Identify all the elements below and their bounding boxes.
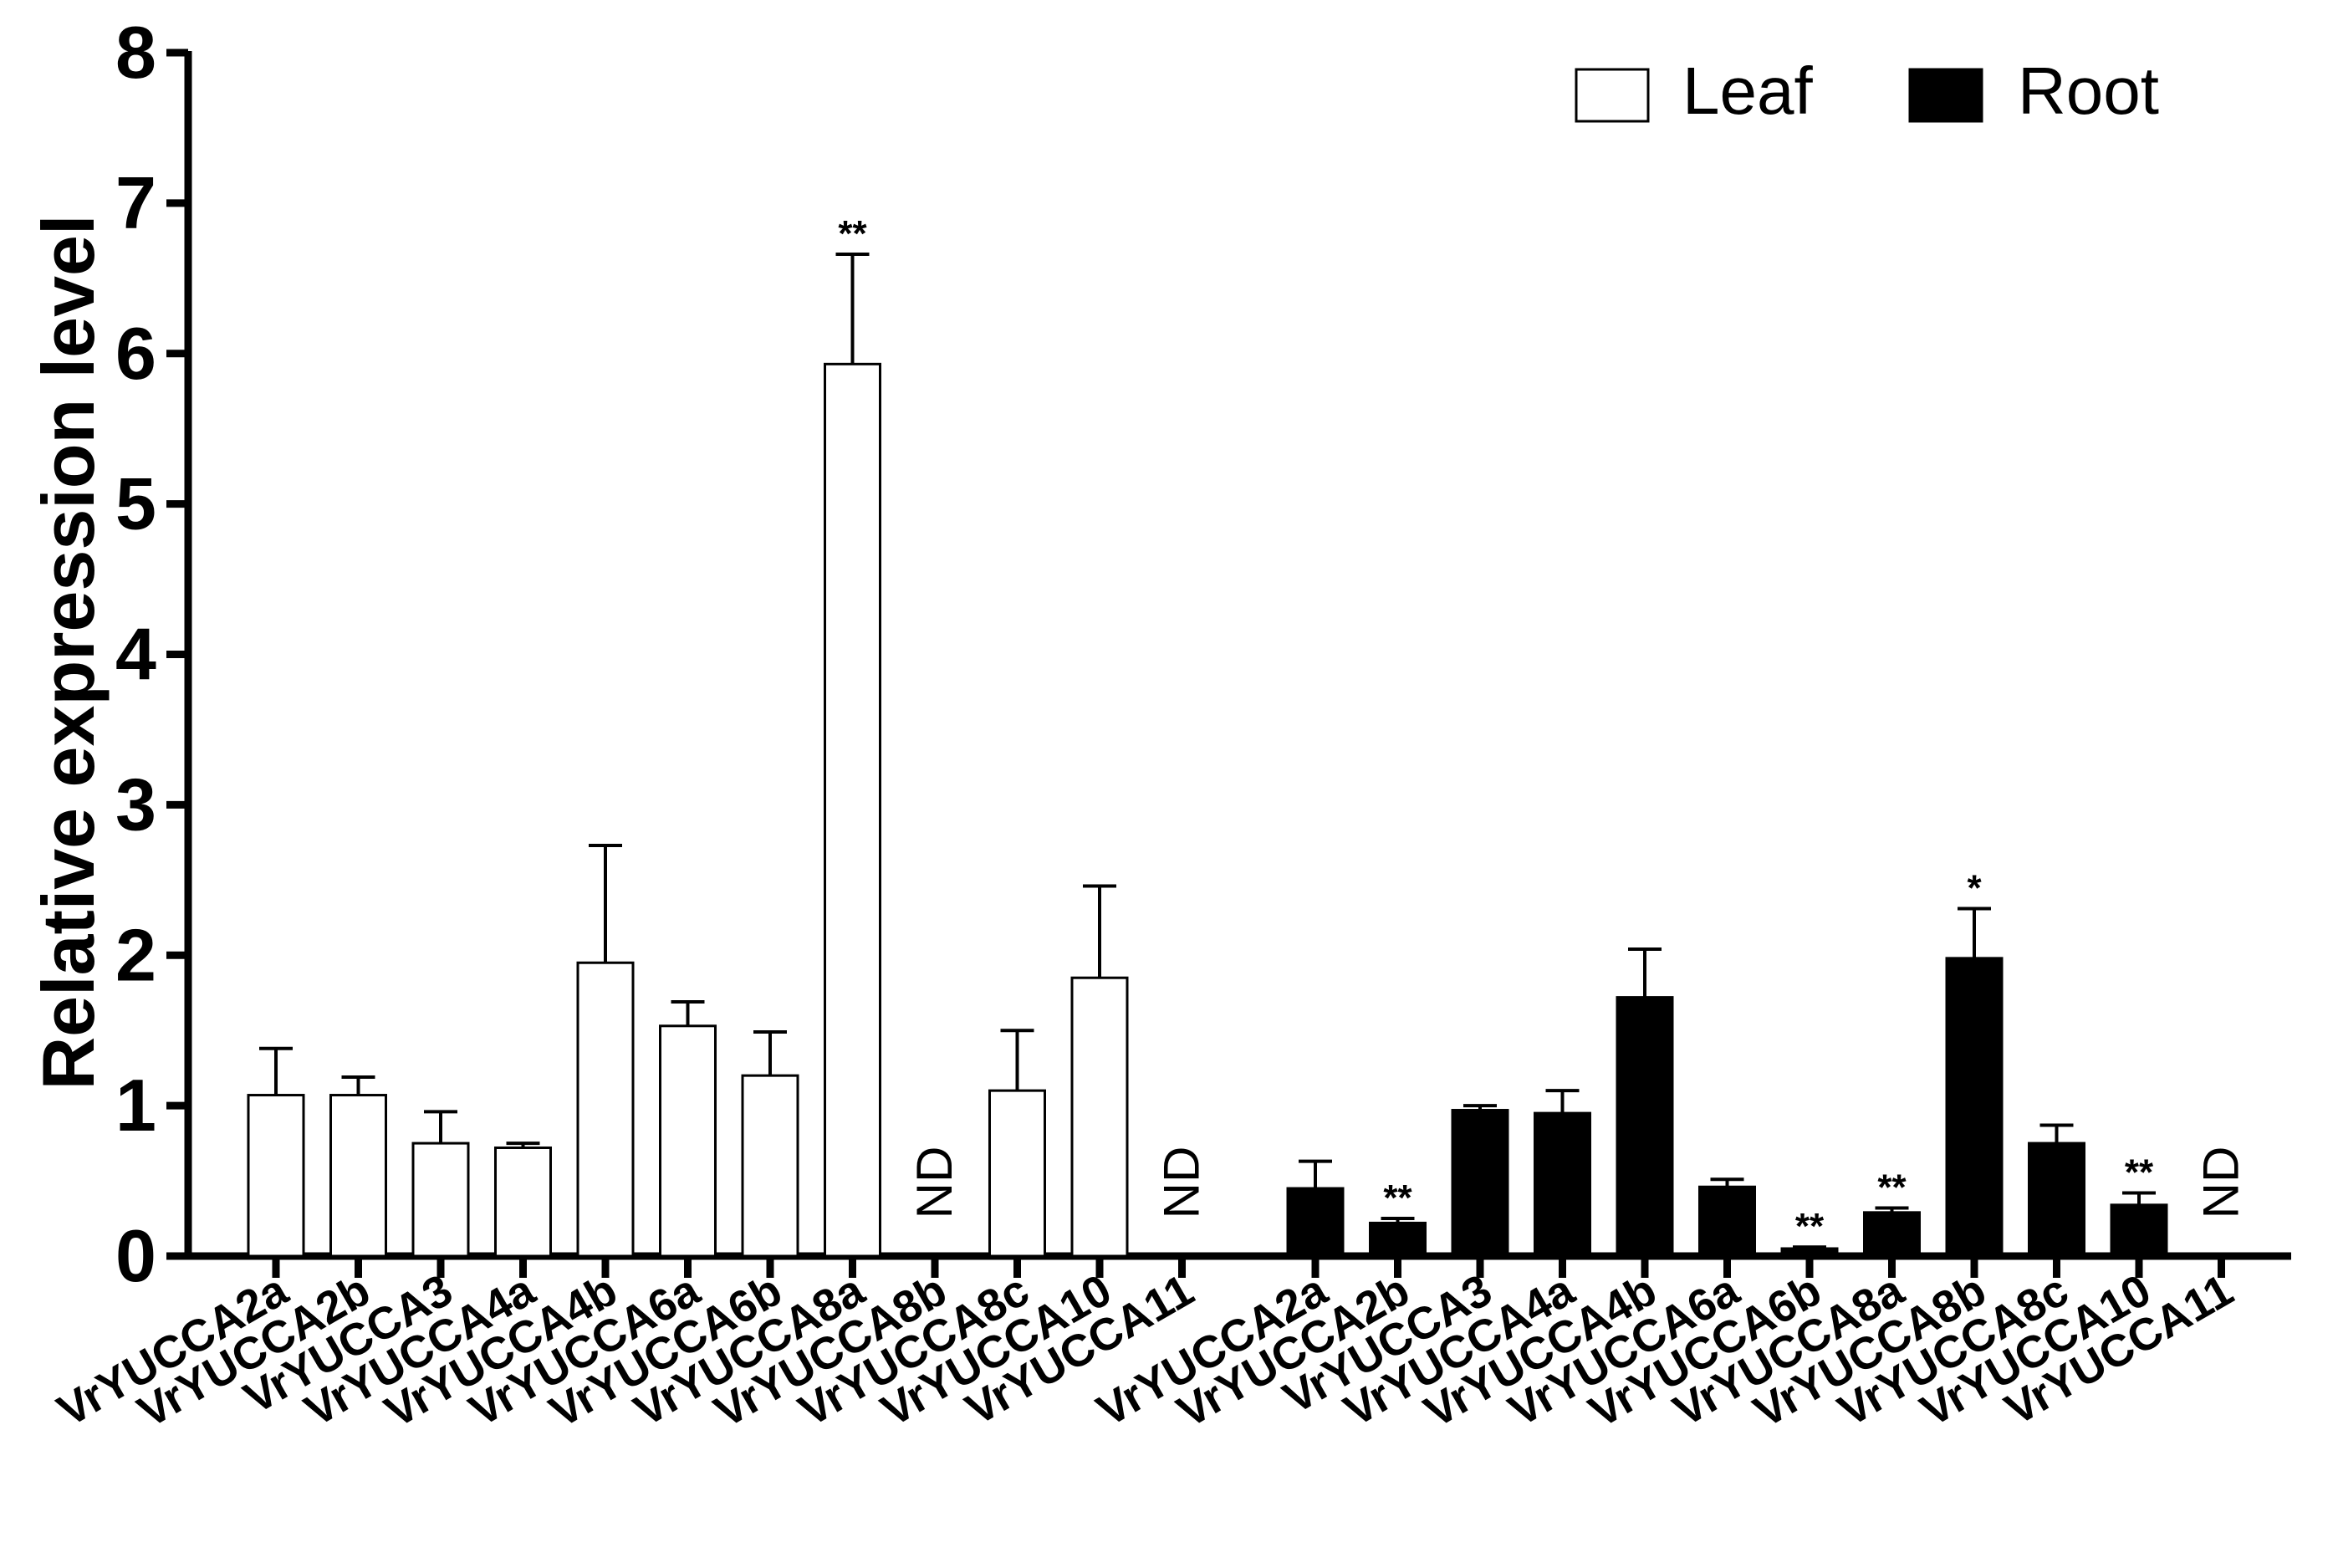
bar-leaf xyxy=(988,1089,1046,1258)
y-tick-label: 5 xyxy=(115,462,156,545)
y-tick-label: 6 xyxy=(115,312,156,395)
legend-swatch-leaf xyxy=(1575,68,1650,123)
nd-label: ND xyxy=(2193,1147,2249,1219)
significance-label: ** xyxy=(1383,1177,1412,1218)
nd-label: ND xyxy=(1154,1147,1210,1219)
nd-label: ND xyxy=(906,1147,962,1219)
bar-root xyxy=(1945,957,2004,1258)
bar-root xyxy=(1698,1185,1756,1258)
y-tick-label: 8 xyxy=(115,11,156,94)
category-labels: VrYUCCA2aVrYUCCA2bVrYUCCA3VrYUCCA4aVrYUC… xyxy=(49,1264,2242,1438)
legend: Leaf Root xyxy=(1575,54,2159,128)
significance-label: ** xyxy=(838,213,867,254)
significance-label: ** xyxy=(2125,1152,2154,1193)
bar-root xyxy=(1534,1111,1591,1258)
bar-leaf xyxy=(824,362,881,1258)
bar-root xyxy=(1780,1247,1839,1258)
bars: **ND ND ********* ND xyxy=(247,213,2249,1258)
significance-label: ** xyxy=(1795,1206,1825,1247)
bar-root xyxy=(1369,1221,1427,1258)
significance-label: ** xyxy=(1877,1167,1907,1208)
bar-root xyxy=(1451,1109,1509,1258)
legend-swatch-root xyxy=(1908,68,1983,123)
y-tick-label: 7 xyxy=(115,161,156,244)
bar-root xyxy=(1616,996,1674,1258)
bar-leaf xyxy=(576,961,635,1258)
bar-root xyxy=(1863,1211,1921,1258)
bar-root xyxy=(1286,1187,1345,1258)
bar-leaf xyxy=(1070,976,1129,1258)
legend-label-leaf: Leaf xyxy=(1682,54,1813,128)
legend-label-root: Root xyxy=(2018,54,2159,128)
bar-leaf xyxy=(659,1024,717,1258)
bar-leaf xyxy=(247,1094,305,1258)
y-tick-label: 0 xyxy=(115,1214,156,1297)
y-tick-label: 4 xyxy=(115,613,156,696)
bar-leaf xyxy=(494,1146,552,1258)
bar-root xyxy=(2028,1142,2085,1258)
significance-label: * xyxy=(1967,867,1982,908)
y-axis-label: Relative expression level xyxy=(27,215,110,1090)
bar-leaf xyxy=(329,1094,387,1258)
y-tick-label: 3 xyxy=(115,763,156,845)
bar-root xyxy=(2110,1203,2168,1258)
bar-leaf xyxy=(411,1142,470,1258)
bar-leaf xyxy=(741,1074,799,1258)
y-tick-label: 2 xyxy=(115,913,156,996)
y-tick-label: 1 xyxy=(115,1064,156,1147)
